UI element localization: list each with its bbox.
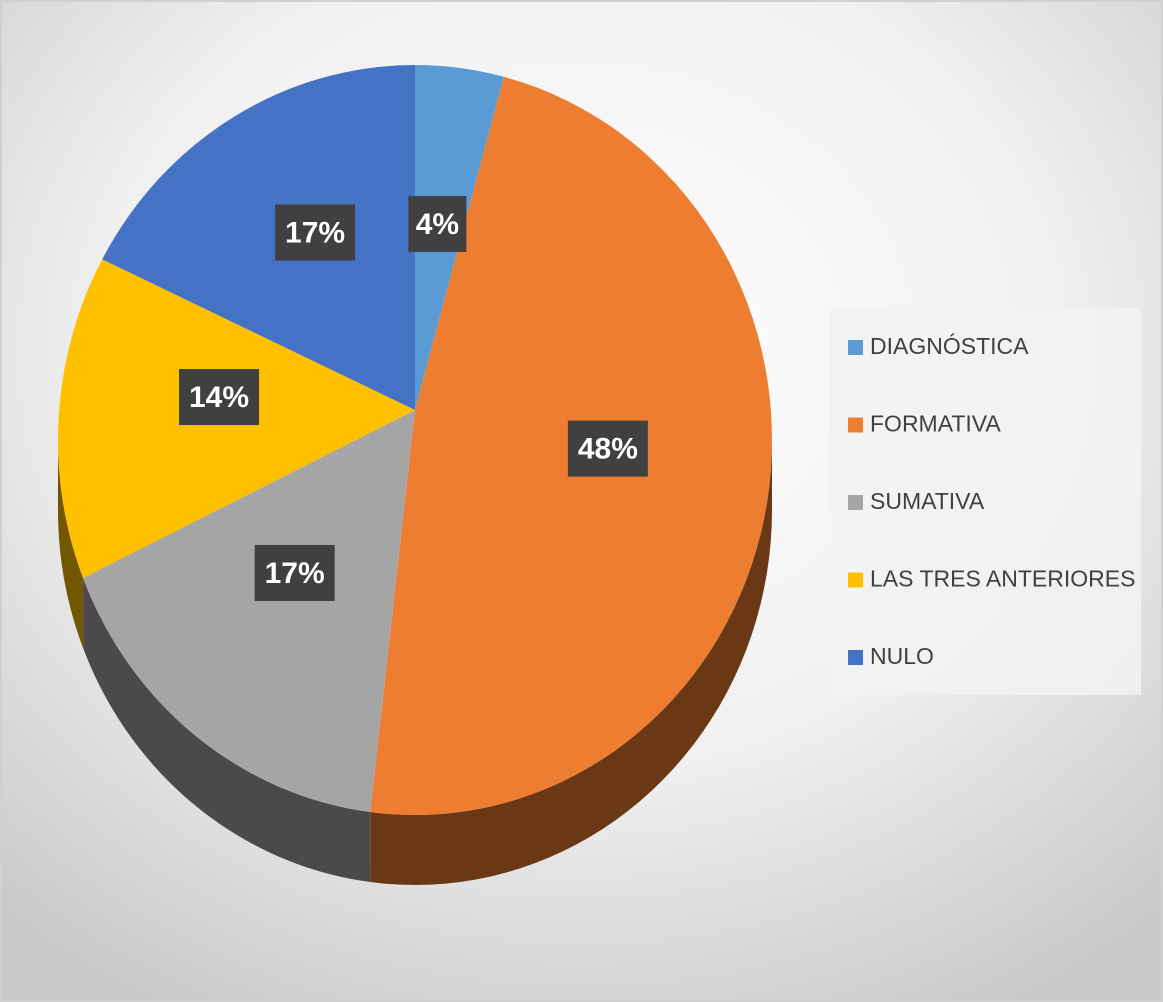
data-label: 14%	[189, 381, 249, 414]
legend-label: NULO	[870, 643, 934, 669]
legend-label: SUMATIVA	[870, 488, 985, 514]
legend-swatch	[848, 417, 863, 433]
pie: 4% 48% 17% 14% 17%	[58, 65, 772, 885]
legend-swatch	[848, 495, 863, 510]
data-label: 17%	[285, 216, 345, 249]
slice	[102, 65, 416, 410]
legend-label: DIAGNÓSTICA	[870, 333, 1029, 359]
slice-side	[83, 578, 371, 883]
legend-label: LAS TRES ANTERIORES	[870, 566, 1135, 592]
data-label-box	[567, 420, 648, 477]
data-label-box	[179, 369, 260, 426]
data-label: 4%	[416, 208, 459, 241]
legend-label: FORMATIVA	[870, 411, 1001, 437]
data-label-box	[275, 204, 356, 261]
data-label-box	[408, 195, 467, 252]
slice-side	[370, 440, 772, 885]
legend-swatch	[848, 572, 863, 588]
legend-swatch	[848, 340, 863, 355]
legend-box	[830, 308, 1141, 695]
slice-side	[58, 440, 84, 649]
data-label-box	[254, 544, 335, 601]
legend: DIAGNÓSTICA FORMATIVA SUMATIVA LAS TRES ANT…	[830, 308, 1141, 695]
data-label: 17%	[265, 557, 325, 590]
legend-swatch	[848, 650, 863, 665]
data-label: 48%	[578, 433, 638, 466]
slice	[83, 410, 415, 813]
